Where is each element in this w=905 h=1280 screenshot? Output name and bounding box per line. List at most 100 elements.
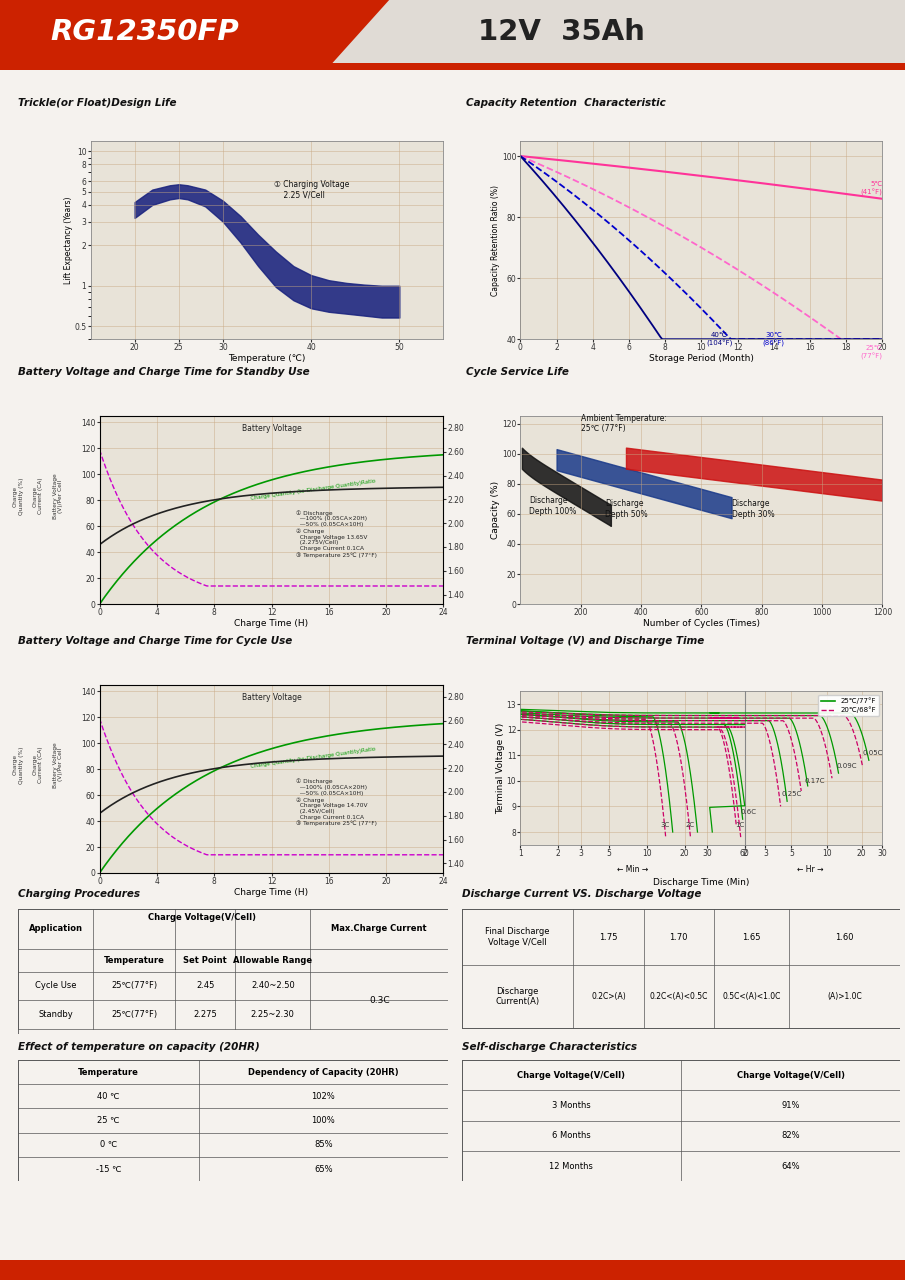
Text: Terminal Voltage (V) and Discharge Time: Terminal Voltage (V) and Discharge Time	[466, 636, 704, 646]
Text: Charge
Quantity (%): Charge Quantity (%)	[13, 477, 24, 515]
Text: Set Point: Set Point	[183, 956, 227, 965]
25°C	[515, 148, 526, 164]
Text: 0 ℃: 0 ℃	[100, 1140, 117, 1149]
40°C	[537, 173, 548, 188]
40°C	[582, 229, 593, 244]
Text: Dependency of Capacity (20HR): Dependency of Capacity (20HR)	[248, 1068, 398, 1076]
25°C	[529, 155, 540, 170]
Bar	[0, 64, 905, 70]
Text: Charge
Current (CA): Charge Current (CA)	[33, 477, 43, 515]
5°C	[612, 159, 623, 174]
Text: 40℃
(104°F): 40℃ (104°F)	[706, 333, 733, 347]
Text: 0.3C: 0.3C	[369, 996, 389, 1005]
Text: 2.25~2.30: 2.25~2.30	[251, 1010, 295, 1019]
Text: 5℃
(41°F): 5℃ (41°F)	[861, 182, 882, 196]
30°C	[582, 198, 593, 214]
Text: Cycle Service Life: Cycle Service Life	[466, 367, 569, 378]
Text: Allowable Range: Allowable Range	[233, 956, 312, 965]
25°C	[877, 332, 888, 347]
Y-axis label: Capacity (%): Capacity (%)	[491, 481, 500, 539]
25°C	[582, 179, 593, 195]
Text: Trickle(or Float)Design Life: Trickle(or Float)Design Life	[18, 99, 176, 109]
Text: Charge Voltage(V/Cell): Charge Voltage(V/Cell)	[148, 914, 256, 923]
Text: Discharge
Current(A): Discharge Current(A)	[495, 987, 539, 1006]
Text: Battery Voltage
(V)/Per Cell: Battery Voltage (V)/Per Cell	[52, 474, 63, 518]
Text: ① Discharge
  —100% (0.05CA×20H)
  —50% (0.05CA×10H)
② Charge
  Charge Voltage 1: ① Discharge —100% (0.05CA×20H) —50% (0.0…	[296, 511, 376, 558]
Text: Charge Quantity (to-Discharge Quantity)Ratio: Charge Quantity (to-Discharge Quantity)R…	[250, 748, 376, 769]
5°C	[582, 155, 593, 170]
X-axis label: Charge Time (H): Charge Time (H)	[234, 887, 309, 896]
Line: 40°C: 40°C	[520, 156, 882, 339]
Text: 12V  35Ah: 12V 35Ah	[478, 18, 644, 46]
Text: Effect of temperature on capacity (20HR): Effect of temperature on capacity (20HR)	[18, 1042, 260, 1052]
Text: 0.2C>(A): 0.2C>(A)	[591, 992, 626, 1001]
Text: 2.275: 2.275	[194, 1010, 217, 1019]
Text: Final Discharge
Voltage V/Cell: Final Discharge Voltage V/Cell	[485, 927, 549, 947]
5°C	[515, 148, 526, 164]
Text: 82%: 82%	[781, 1132, 800, 1140]
Text: 3 Months: 3 Months	[552, 1101, 591, 1110]
30°C	[537, 164, 548, 179]
Text: Charge Voltage(V/Cell): Charge Voltage(V/Cell)	[737, 1070, 844, 1079]
Y-axis label: Capacity Retention Ratio (%): Capacity Retention Ratio (%)	[491, 184, 500, 296]
Text: 1.65: 1.65	[742, 933, 760, 942]
Text: Temperature: Temperature	[104, 956, 165, 965]
Text: 91%: 91%	[782, 1101, 800, 1110]
Text: Capacity Retention  Characteristic: Capacity Retention Characteristic	[466, 99, 666, 109]
Text: 30℃
(86°F): 30℃ (86°F)	[763, 333, 785, 347]
Text: Charging Procedures: Charging Procedures	[18, 890, 140, 900]
40°C	[877, 332, 888, 347]
Text: Max.Charge Current: Max.Charge Current	[331, 924, 427, 933]
5°C	[537, 151, 548, 166]
Text: Standby: Standby	[38, 1010, 73, 1019]
Text: 64%: 64%	[781, 1162, 800, 1171]
25°C	[848, 332, 859, 347]
Y-axis label: Lift Expectancy (Years): Lift Expectancy (Years)	[64, 196, 72, 284]
5°C	[529, 150, 540, 165]
X-axis label: Charge Time (H): Charge Time (H)	[234, 618, 309, 627]
Text: 0.6C: 0.6C	[741, 809, 757, 815]
X-axis label: Storage Period (Month): Storage Period (Month)	[649, 353, 754, 362]
Text: (A)>1.0C: (A)>1.0C	[827, 992, 862, 1001]
Text: Discharge
Depth 100%: Discharge Depth 100%	[529, 497, 576, 516]
40°C	[612, 268, 623, 283]
Text: ← Min →: ← Min →	[617, 865, 648, 874]
Text: ① Discharge
  —100% (0.05CA×20H)
  —50% (0.05CA×10H)
② Charge
  Charge Voltage 1: ① Discharge —100% (0.05CA×20H) —50% (0.0…	[296, 778, 376, 827]
Text: Discharge
Depth 30%: Discharge Depth 30%	[731, 499, 774, 518]
Text: Charge Voltage(V/Cell): Charge Voltage(V/Cell)	[518, 1070, 625, 1079]
Line: 25°C: 25°C	[520, 156, 882, 339]
Text: Discharge Time (Min): Discharge Time (Min)	[653, 878, 749, 887]
Text: ① Charging Voltage
    2.25 V/Cell: ① Charging Voltage 2.25 V/Cell	[274, 180, 349, 200]
Text: 0.05C: 0.05C	[863, 750, 883, 756]
Text: Charge Quantity (to-Discharge Quantity)Ratio: Charge Quantity (to-Discharge Quantity)R…	[250, 479, 376, 500]
30°C	[726, 332, 737, 347]
Text: Self-discharge Characteristics: Self-discharge Characteristics	[462, 1042, 636, 1052]
Text: 25℃
(77°F): 25℃ (77°F)	[861, 346, 882, 360]
Text: 0.5C<(A)<1.0C: 0.5C<(A)<1.0C	[722, 992, 780, 1001]
Text: Battery Voltage
(V)/Per Cell: Battery Voltage (V)/Per Cell	[52, 742, 63, 787]
30°C	[848, 332, 859, 347]
5°C	[846, 187, 857, 202]
30°C	[861, 332, 872, 347]
Line: 30°C: 30°C	[520, 156, 882, 339]
40°C	[515, 148, 526, 164]
Y-axis label: Terminal Voltage (V): Terminal Voltage (V)	[496, 722, 505, 814]
Text: 1.60: 1.60	[835, 933, 853, 942]
X-axis label: Temperature (℃): Temperature (℃)	[228, 353, 306, 362]
Text: -15 ℃: -15 ℃	[96, 1165, 121, 1174]
40°C	[529, 165, 540, 180]
Text: 2.45: 2.45	[195, 982, 214, 991]
Text: 1.70: 1.70	[670, 933, 688, 942]
25°C	[861, 332, 872, 347]
Text: 65%: 65%	[314, 1165, 333, 1174]
Text: Charge
Current (CA): Charge Current (CA)	[33, 746, 43, 783]
Text: RG12350FP: RG12350FP	[51, 18, 239, 46]
Text: Application: Application	[29, 924, 82, 933]
Text: 2.40~2.50: 2.40~2.50	[251, 982, 295, 991]
Text: 2C: 2C	[685, 822, 694, 828]
Line: 5°C: 5°C	[520, 156, 882, 198]
25°C	[837, 332, 848, 347]
Text: 0.09C: 0.09C	[837, 763, 857, 769]
Text: 0.17C: 0.17C	[805, 778, 825, 785]
30°C	[529, 159, 540, 174]
